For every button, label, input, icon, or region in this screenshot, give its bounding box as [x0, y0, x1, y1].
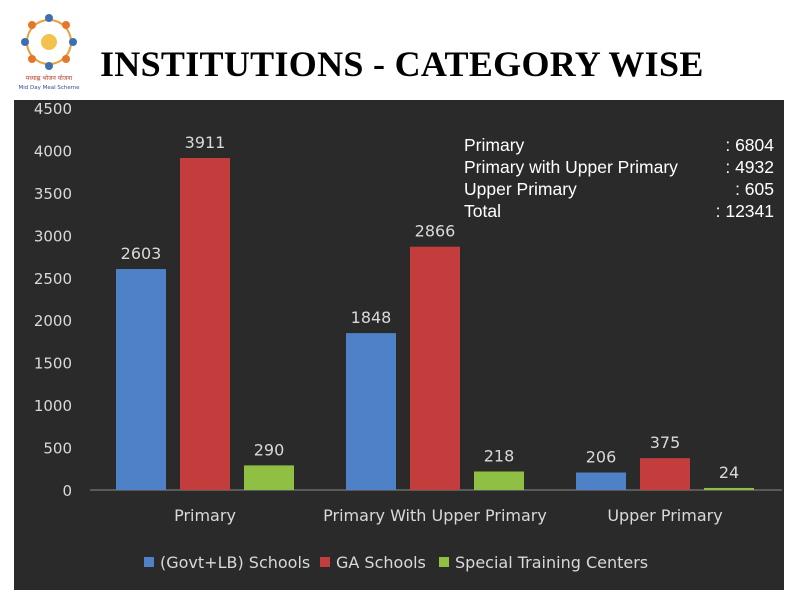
bar-value-label: 24 — [719, 463, 739, 482]
legend-label: GA Schools — [336, 553, 426, 572]
summary-row-upper-primary: Upper Primary : 605 — [464, 178, 782, 200]
summary-value: : 12341 — [715, 201, 774, 221]
bar — [704, 487, 754, 490]
bar — [244, 465, 294, 490]
logo-english-text: Mid Day Meal Scheme — [18, 85, 80, 91]
legend-swatch — [320, 557, 330, 567]
summary-label: Primary with Upper Primary — [464, 157, 678, 177]
people-circle-icon — [21, 14, 77, 70]
bar-value-label: 290 — [254, 440, 285, 459]
bar-value-label: 2603 — [121, 244, 162, 263]
summary-row-primary: Primary : 6804 — [464, 134, 782, 156]
bar-value-label: 2866 — [415, 222, 456, 241]
legend-swatch — [439, 557, 449, 567]
bar-chart: 0 500 1000 1500 2000 2500 3000 3500 4000 4500 260… — [14, 100, 784, 590]
bar-value-label: 375 — [650, 433, 681, 452]
chart-area: 0 500 1000 1500 2000 2500 3000 3500 4000 4500 260… — [14, 100, 784, 590]
y-tick-label: 0 — [62, 482, 72, 500]
bar — [640, 458, 690, 490]
summary-label: Upper Primary — [464, 179, 577, 199]
summary-row-total: Total : 12341 — [464, 200, 782, 222]
legend-label: Special Training Centers — [455, 553, 648, 572]
x-category-label: Primary — [174, 506, 236, 525]
y-tick-label: 3000 — [34, 227, 72, 245]
y-tick-label: 4000 — [34, 142, 72, 160]
summary-value: : 605 — [735, 179, 774, 199]
bar-value-label: 3911 — [185, 133, 226, 152]
logo-hindi-text: मध्याह्न भोजन योजना — [26, 74, 73, 82]
legend-swatch — [144, 557, 154, 567]
x-category-label: Primary With Upper Primary — [323, 506, 547, 525]
y-tick-label: 500 — [43, 440, 72, 458]
y-tick-label: 4500 — [34, 100, 72, 118]
page-title: INSTITUTIONS - CATEGORY WISE — [100, 44, 704, 84]
summary-value: : 6804 — [725, 135, 774, 155]
bar-value-label: 206 — [586, 448, 617, 467]
bar — [116, 269, 166, 490]
y-tick-label: 2000 — [34, 312, 72, 330]
legend-label: (Govt+LB) Schools — [160, 553, 310, 572]
bar — [474, 471, 524, 490]
summary-box: Primary : 6804 Primary with Upper Primar… — [464, 134, 782, 222]
summary-value: : 4932 — [725, 157, 774, 177]
summary-label: Total — [464, 201, 501, 221]
y-tick-label: 3500 — [34, 185, 72, 203]
bar — [576, 472, 626, 490]
bar-value-label: 218 — [484, 446, 515, 465]
bar-value-label: 1848 — [351, 308, 392, 327]
x-category-label: Upper Primary — [607, 506, 722, 525]
bar — [180, 157, 230, 490]
summary-label: Primary — [464, 135, 525, 155]
bar — [410, 246, 460, 490]
mid-day-meal-logo: मध्याह्न भोजन योजना Mid Day Meal Scheme — [18, 14, 80, 91]
summary-row-primary-with-upper: Primary with Upper Primary : 4932 — [464, 156, 782, 178]
slide-header: मध्याह्न भोजन योजना Mid Day Meal Scheme … — [0, 0, 794, 100]
y-tick-label: 1500 — [34, 355, 72, 373]
y-tick-label: 1000 — [34, 397, 72, 415]
bar — [346, 333, 396, 490]
y-tick-label: 2500 — [34, 270, 72, 288]
